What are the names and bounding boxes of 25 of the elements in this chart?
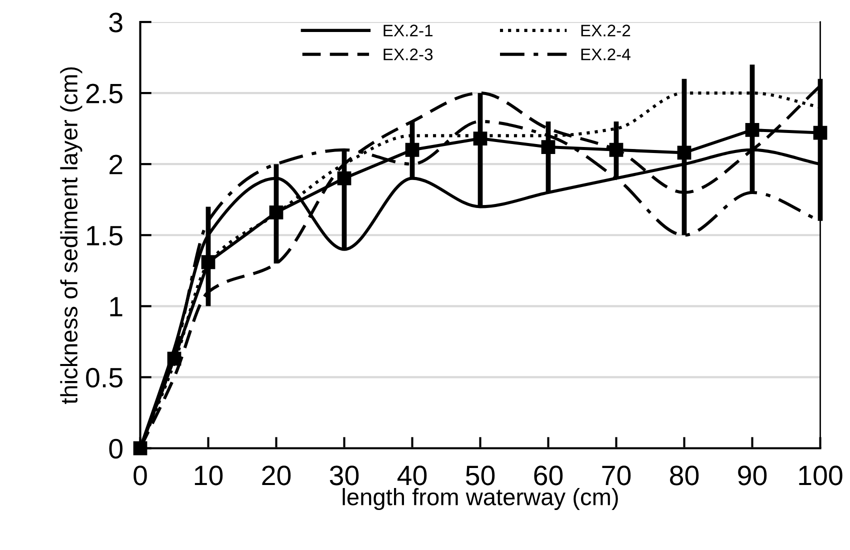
legend-label: EX.2-4: [581, 48, 630, 60]
y-tick-label: 1: [110, 297, 122, 316]
x-tick-label: 100: [799, 466, 842, 486]
x-axis-title: length from waterway (cm): [342, 488, 618, 510]
y-tick-label: 3: [109, 12, 122, 32]
y-tick-label: 1.5: [87, 226, 122, 246]
x-tick-label: 90: [738, 466, 767, 486]
y-axis-title: thickness of sediment layer (cm): [60, 67, 82, 404]
x-tick-label: 60: [534, 466, 563, 486]
y-tick-label: 0.5: [86, 368, 122, 388]
x-tick-label: 30: [330, 466, 359, 486]
x-tick-label: 20: [262, 466, 291, 486]
y-tick-label: 0: [109, 438, 122, 459]
x-tick-label: 80: [670, 466, 699, 486]
x-tick-label: 10: [194, 466, 223, 486]
legend-label: EX.2-1: [384, 24, 433, 36]
y-tick-label: 2.5: [86, 84, 122, 104]
legend-label: EX.2-2: [581, 24, 630, 36]
x-tick-label: 70: [602, 466, 631, 486]
x-tick-label: 40: [397, 466, 427, 486]
point: [167, 352, 182, 366]
x-tick-label: 50: [466, 466, 495, 486]
x-tick-label: 0: [134, 466, 147, 486]
y-tick-label: 2: [110, 154, 122, 174]
legend-label: EX.2-3: [384, 48, 433, 60]
